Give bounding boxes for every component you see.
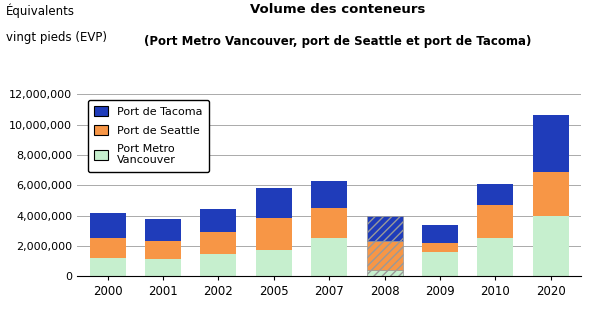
Bar	[311, 238, 347, 276]
Legend: Port de Tacoma, Port de Seattle, Port Metro
Vancouver: Port de Tacoma, Port de Seattle, Port Me…	[88, 100, 209, 172]
Bar	[200, 254, 237, 276]
Bar	[256, 188, 292, 218]
Bar	[422, 252, 458, 276]
Bar	[145, 219, 181, 241]
Bar	[533, 116, 569, 171]
Bar	[477, 205, 514, 238]
Bar	[145, 241, 181, 259]
Bar	[477, 184, 514, 205]
Bar	[366, 241, 403, 270]
Text: (Port Metro Vancouver, port de Seattle et port de Tacoma): (Port Metro Vancouver, port de Seattle e…	[144, 35, 532, 47]
Bar	[90, 213, 126, 238]
Bar	[311, 181, 347, 208]
Text: Équivalents: Équivalents	[6, 3, 75, 18]
Bar	[90, 238, 126, 258]
Bar	[200, 209, 237, 232]
Bar	[256, 250, 292, 276]
Bar	[311, 208, 347, 238]
Bar	[256, 218, 292, 250]
Bar	[366, 216, 403, 241]
Bar	[200, 232, 237, 254]
Bar	[90, 258, 126, 276]
Bar	[477, 238, 514, 276]
Bar	[422, 243, 458, 252]
Bar	[533, 216, 569, 276]
Bar	[422, 225, 458, 243]
Text: Volume des conteneurs: Volume des conteneurs	[250, 3, 426, 16]
Bar	[533, 171, 569, 216]
Text: vingt pieds (EVP): vingt pieds (EVP)	[6, 31, 107, 44]
Bar	[145, 259, 181, 276]
Bar	[366, 270, 403, 276]
